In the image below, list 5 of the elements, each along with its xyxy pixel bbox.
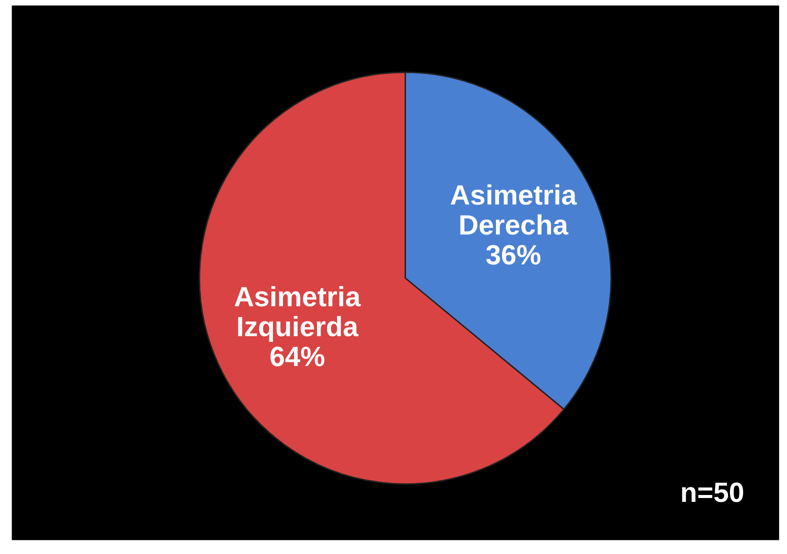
slice-label: Asimetria Izquierda <box>234 286 361 342</box>
data-label: 64% <box>270 346 324 366</box>
data-label: 36% <box>486 244 540 265</box>
slice-label: Asimetria Derecha <box>450 184 577 235</box>
text: n=50 <box>682 482 744 502</box>
